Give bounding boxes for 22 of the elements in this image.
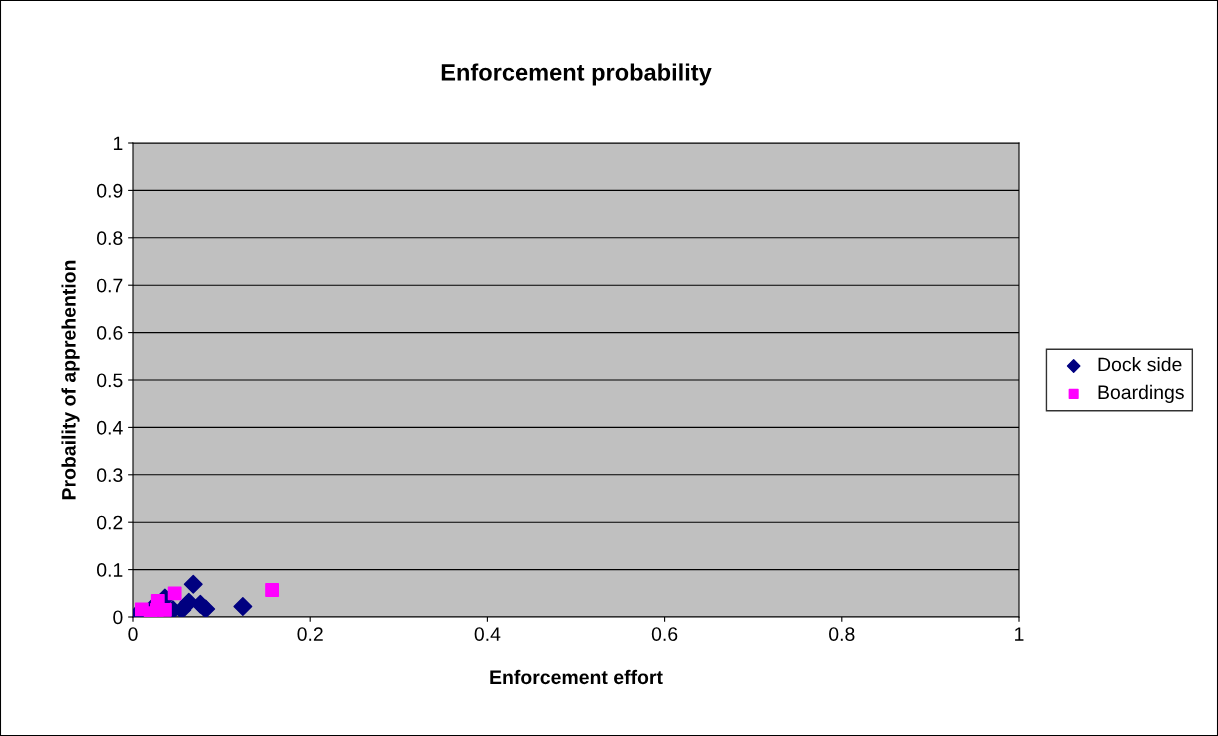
chart-title: Enforcement probability — [441, 63, 712, 86]
x-tick-label: 1 — [1015, 627, 1024, 641]
y-tick-label: 0 — [113, 610, 123, 625]
y-tick-label: 0.4 — [97, 420, 123, 435]
y-tick-label: 0.2 — [97, 515, 123, 530]
legend-label: Boardings — [1098, 384, 1184, 403]
y-tick-label: 1 — [113, 136, 123, 151]
y-tick-label: 0.9 — [97, 183, 123, 198]
x-axis-title: Enforcement effort — [490, 669, 663, 685]
y-tick-label: 0.1 — [97, 563, 123, 577]
legend-label: Dock side — [1098, 357, 1182, 372]
x-tick-label: 0.6 — [651, 627, 678, 641]
x-tick-label: 0.4 — [474, 627, 501, 641]
y-tick-label: 0.6 — [97, 326, 123, 340]
x-tick-label: 0.8 — [829, 627, 855, 641]
y-tick-label: 0.8 — [97, 231, 123, 246]
x-tick-label: 0.2 — [297, 627, 323, 641]
y-tick-label: 0.5 — [97, 373, 123, 388]
y-axis-title: Probaility of apprehention — [61, 260, 80, 500]
y-tick-label: 0.7 — [97, 278, 123, 293]
y-tick-label: 0.3 — [97, 468, 123, 483]
x-tick-label: 0 — [128, 627, 138, 641]
